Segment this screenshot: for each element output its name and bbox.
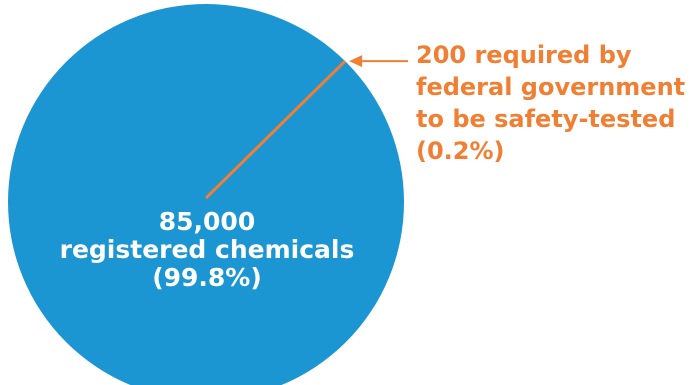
main-slice-percent: (99.8%) [152,263,262,292]
main-slice-label: 85,000 registered chemicals (99.8%) [0,208,414,292]
callout-line-1: 200 required by [416,41,632,69]
callout-line-3: to be safety-tested [416,105,676,134]
callout-line-2: federal government [416,73,686,102]
callout-arrow-head [349,55,363,68]
slice-boundary-line [204,60,347,200]
main-slice-count: 85,000 [158,207,256,236]
small-slice-callout: 200 required by federal government to be… [416,39,692,168]
callout-percent: (0.2%) [416,137,505,166]
main-slice-description: registered chemicals [59,235,355,264]
